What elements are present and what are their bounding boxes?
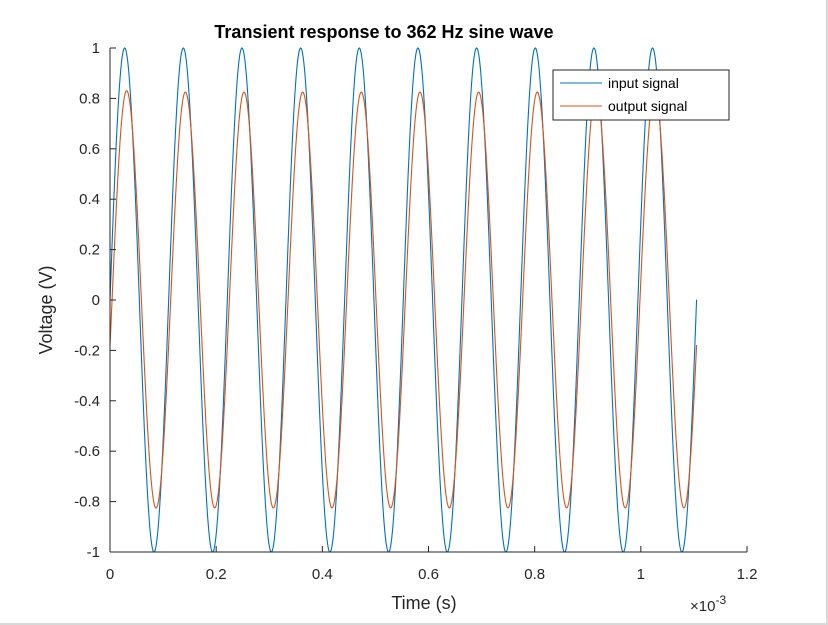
plot-area — [110, 48, 747, 552]
x-tick-label: 1.2 — [737, 566, 758, 583]
y-tick-label: -0.6 — [74, 443, 100, 460]
x-tick-label: 0.6 — [418, 566, 439, 583]
y-tick-label: -1 — [87, 544, 100, 561]
y-axis-label: Voltage (V) — [36, 265, 56, 354]
y-tick-label: -0.2 — [74, 342, 100, 359]
y-tick-label: -0.8 — [74, 494, 100, 511]
y-tick-label: 0.8 — [79, 90, 100, 107]
chart-title: Transient response to 362 Hz sine wave — [214, 22, 553, 42]
x-tick-label: 0.2 — [206, 566, 227, 583]
x-exponent-power: -3 — [715, 593, 726, 607]
x-axis-label: Time (s) — [391, 593, 456, 613]
legend-label-input: input signal — [608, 75, 679, 91]
x-tick-label: 0 — [106, 566, 114, 583]
x-tick-label: 0.8 — [524, 566, 545, 583]
x-tick-label: 1 — [637, 566, 645, 583]
y-tick-label: 1 — [92, 40, 100, 57]
y-tick-label: 0 — [92, 292, 100, 309]
x-exponent-label: ×10-3 — [690, 593, 726, 615]
legend-box — [552, 69, 730, 121]
legend-label-output: output signal — [608, 98, 687, 114]
y-tick-label: 0.6 — [79, 141, 100, 158]
axes-layer: 0 0.2 0.4 0.6 0.8 1 1.2 -1 -0.8 -0.6 -0.4 -0.2 0 0.2 0… — [74, 40, 757, 583]
legend[interactable]: input signal output signal — [552, 69, 730, 121]
y-tick-label: 0.2 — [79, 242, 100, 259]
y-tick-label: -0.4 — [74, 393, 100, 410]
x-exponent-base: ×10 — [690, 598, 715, 615]
y-tick-label: 0.4 — [79, 191, 100, 208]
x-tick-label: 0.4 — [312, 566, 333, 583]
